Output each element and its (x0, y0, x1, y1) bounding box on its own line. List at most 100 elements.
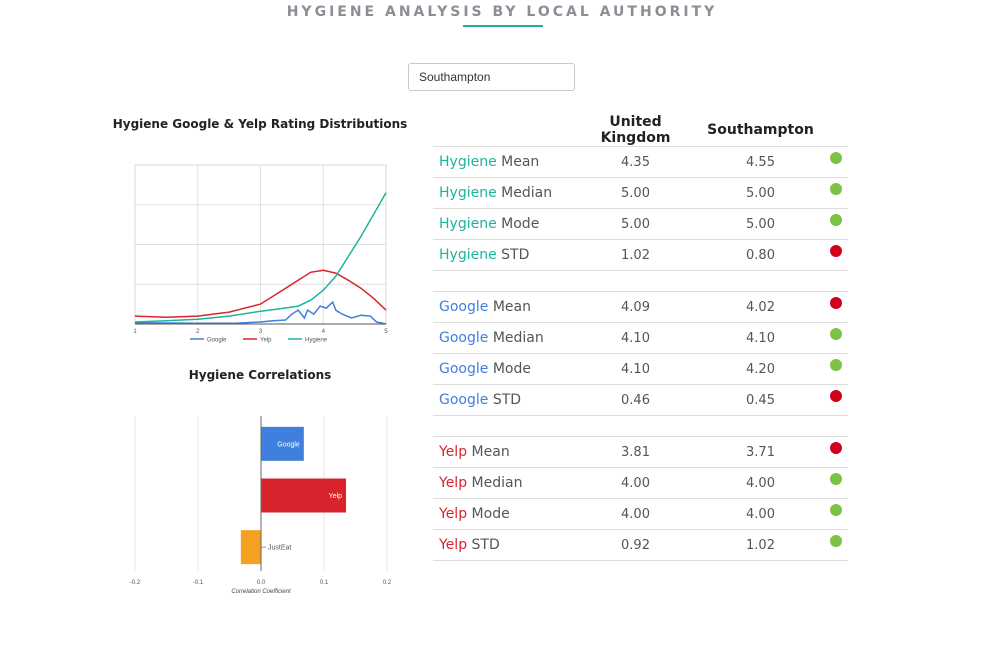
metric-label: Hygiene STD (433, 239, 573, 271)
status-cell (823, 322, 848, 354)
source-name: Google (439, 361, 489, 377)
status-cell (823, 208, 848, 240)
uk-value: 4.35 (573, 146, 698, 178)
stats-row-hygiene-median: Hygiene Median 5.00 5.00 (433, 177, 848, 209)
metric-label: Yelp STD (433, 529, 573, 561)
source-name: Yelp (439, 475, 468, 491)
authority-header: Southampton (698, 114, 823, 147)
stats-row-hygiene-mode: Hygiene Mode 5.00 5.00 (433, 208, 848, 240)
x-tick-label: 0.2 (383, 580, 392, 586)
status-dot-icon (829, 214, 842, 226)
correlation-chart: Google Yelp JustEat -0.2 -0.1 0.0 0.1 0.2 Correl… (130, 416, 392, 595)
bar-justeat (240, 530, 261, 565)
metric-label: Yelp Median (433, 467, 573, 499)
uk-header: United Kingdom (573, 114, 698, 147)
metric-label: Hygiene Mode (433, 208, 573, 240)
uk-value: 4.10 (573, 353, 698, 385)
authority-search-input[interactable] (408, 63, 575, 91)
metric-label: Google Mode (433, 353, 573, 385)
source-name: Hygiene (439, 185, 497, 201)
authority-value: 4.20 (698, 353, 823, 385)
group-spacer (433, 415, 848, 437)
x-tick-label: 1 (133, 329, 137, 335)
stats-row-yelp-std: Yelp STD 0.92 1.02 (433, 529, 848, 561)
metric-label: Yelp Mode (433, 498, 573, 530)
metric-label: Hygiene Median (433, 177, 573, 209)
status-cell (823, 498, 848, 530)
page-title: HYGIENE ANALYSIS BY LOCAL AUTHORITY (286, 4, 718, 20)
uk-value: 5.00 (573, 177, 698, 209)
status-dot-icon (829, 390, 842, 402)
source-name: Google (439, 299, 489, 315)
stats-header-row: United Kingdom Southampton (433, 114, 848, 147)
uk-value: 3.81 (573, 436, 698, 468)
distribution-chart: 1 2 3 4 5 Google Yelp Hygiene (133, 164, 388, 344)
x-tick-label: 3 (259, 329, 263, 335)
source-name: Yelp (439, 444, 468, 460)
metric-label: Google Mean (433, 291, 573, 323)
authority-value: 5.00 (698, 208, 823, 240)
metric-name: Median (492, 330, 544, 346)
legend-label-hygiene: Hygiene (305, 338, 328, 344)
metric-label: Hygiene Mean (433, 146, 573, 178)
stats-row-yelp-mean: Yelp Mean 3.81 3.71 (433, 436, 848, 468)
authority-value: 5.00 (698, 177, 823, 209)
stats-row-google-median: Google Median 4.10 4.10 (433, 322, 848, 354)
metric-name: Median (501, 185, 553, 201)
status-dot-icon (829, 183, 842, 195)
status-dot-icon (829, 442, 842, 454)
stats-row-yelp-mode: Yelp Mode 4.00 4.00 (433, 498, 848, 530)
status-dot-icon (829, 504, 842, 516)
distribution-chart-title: Hygiene Google & Yelp Rating Distributio… (112, 117, 408, 131)
x-tick-label: -0.2 (130, 580, 141, 586)
status-dot-icon (829, 359, 842, 371)
metric-label: Yelp Mean (433, 436, 573, 468)
authority-value: 4.55 (698, 146, 823, 178)
authority-value: 4.00 (698, 467, 823, 499)
status-cell (823, 291, 848, 323)
x-tick-label: -0.1 (193, 580, 204, 586)
uk-value: 4.00 (573, 467, 698, 499)
authority-value: 0.45 (698, 384, 823, 416)
status-dot-icon (829, 245, 842, 257)
source-name: Hygiene (439, 154, 497, 170)
legend-label-google: Google (207, 338, 227, 344)
x-tick-label: 0.1 (320, 580, 329, 586)
stats-row-hygiene-std: Hygiene STD 1.02 0.80 (433, 239, 848, 271)
metric-name: STD (471, 537, 500, 553)
metric-name: STD (501, 247, 530, 263)
spacer-cell (433, 415, 848, 437)
source-name: Yelp (439, 506, 468, 522)
metric-name: STD (492, 392, 522, 408)
x-tick-label: 4 (322, 329, 326, 335)
bar-label-justeat: JustEat (268, 545, 291, 552)
bar-label-yelp: Yelp (329, 493, 342, 500)
bar-google (261, 426, 304, 461)
uk-value: 4.10 (573, 322, 698, 354)
title-underline (463, 25, 543, 27)
x-tick-label: 5 (384, 329, 388, 335)
uk-value: 5.00 (573, 208, 698, 240)
authority-value: 4.00 (698, 498, 823, 530)
status-cell (823, 529, 848, 561)
authority-value: 4.02 (698, 291, 823, 323)
authority-value: 4.10 (698, 322, 823, 354)
series-line-google (134, 300, 387, 325)
metric-name: Median (471, 475, 523, 491)
status-cell (823, 177, 848, 209)
stats-table: United Kingdom Southampton Hygiene Mean 4… (433, 114, 848, 561)
metric-name: Mode (471, 506, 510, 522)
legend-label-yelp: Yelp (260, 338, 272, 344)
status-dot-icon (829, 535, 842, 547)
source-name: Google (439, 392, 489, 408)
uk-value: 4.00 (573, 498, 698, 530)
uk-value: 0.46 (573, 384, 698, 416)
source-name: Google (439, 330, 489, 346)
status-cell (823, 467, 848, 499)
x-tick-label: 2 (196, 329, 200, 335)
metric-name: Mode (492, 361, 531, 377)
metric-name: Mean (501, 154, 540, 170)
status-dot-icon (829, 473, 842, 485)
stats-row-google-std: Google STD 0.46 0.45 (433, 384, 848, 416)
metric-label: Google STD (433, 384, 573, 416)
